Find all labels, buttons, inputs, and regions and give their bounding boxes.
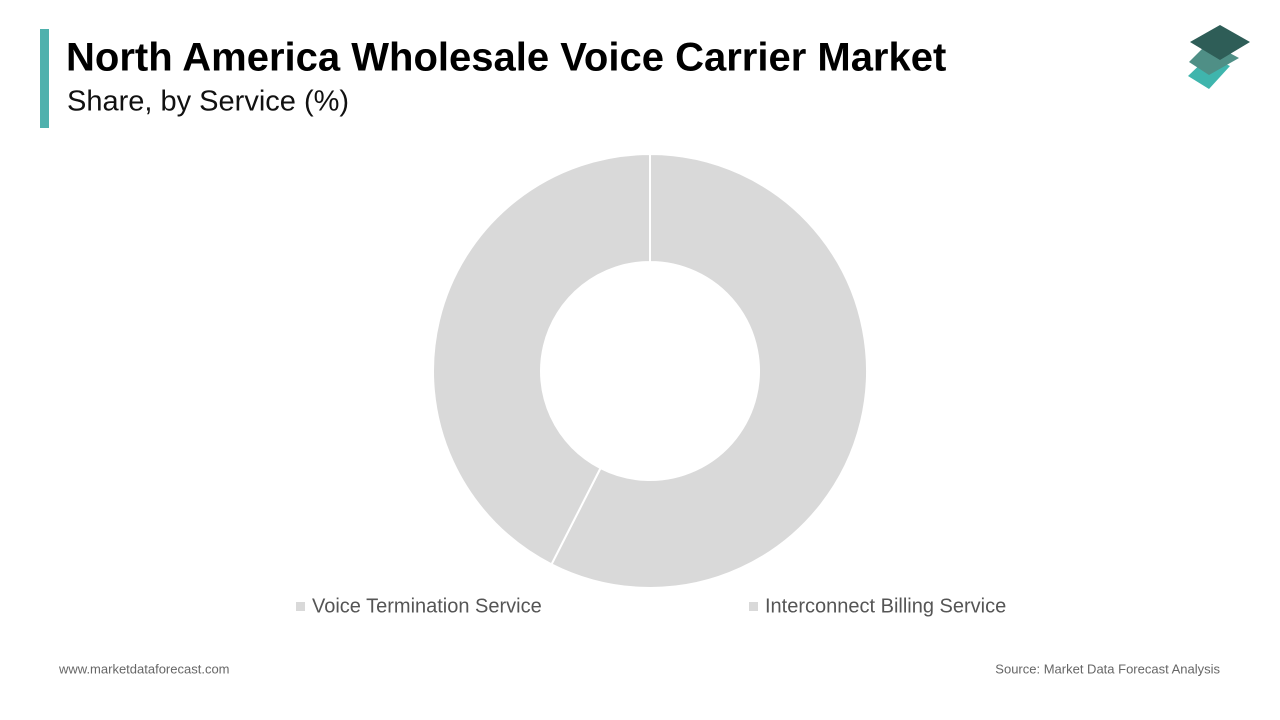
slice [432,152,651,566]
slice [550,152,868,589]
chart-title: North America Wholesale Voice Carrier Ma… [66,36,946,80]
logo [1188,25,1250,89]
chart-subtitle: Share, by Service (%) [67,86,349,118]
website: www.marketdataforecast.com [58,661,230,676]
legend-marker [296,602,305,611]
source: Source: Market Data Forecast Analysis [995,661,1220,676]
legend-label: Voice Termination Service [312,595,542,617]
legend-label: Interconnect Billing Service [765,595,1006,617]
title-accent [40,29,49,128]
legend-marker [749,602,758,611]
